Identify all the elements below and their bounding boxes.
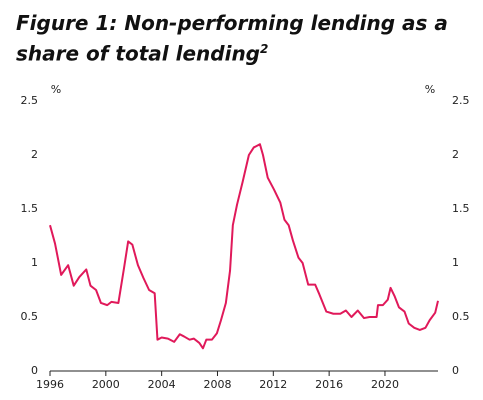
x-tick-label: 2012 [259,378,287,391]
title-text: Figure 1: Non-performing lending as a sh… [16,11,448,66]
title-note: 2 [260,42,269,56]
x-tick-label: 2008 [203,378,231,391]
x-tick-label: 2020 [371,378,399,391]
y-unit: % [51,83,61,96]
x-tick-label: 2004 [148,378,176,391]
y2-tick-label: 0.5 [452,310,470,323]
x-tick-label: 1996 [36,378,64,391]
y2-tick-label: 2 [452,148,459,161]
y-tick-label: 0 [31,364,38,377]
chart-title: Figure 1: Non-performing lending as a sh… [16,10,476,67]
y-tick-label: 2.5 [21,94,39,107]
x-tick-label: 2016 [315,378,343,391]
y-tick-label: 0.5 [21,310,39,323]
y2-tick-label: 1 [452,256,459,269]
y2-tick-label: 0 [452,364,459,377]
x-tick-label: 2000 [92,378,120,391]
y2-tick-label: 2.5 [452,94,470,107]
y-tick-label: 1.5 [21,202,39,215]
y-tick-label: 2 [31,148,38,161]
y2-unit: % [425,83,435,96]
y2-tick-label: 1.5 [452,202,470,215]
data-line [49,143,439,350]
y-tick-label: 1 [31,256,38,269]
